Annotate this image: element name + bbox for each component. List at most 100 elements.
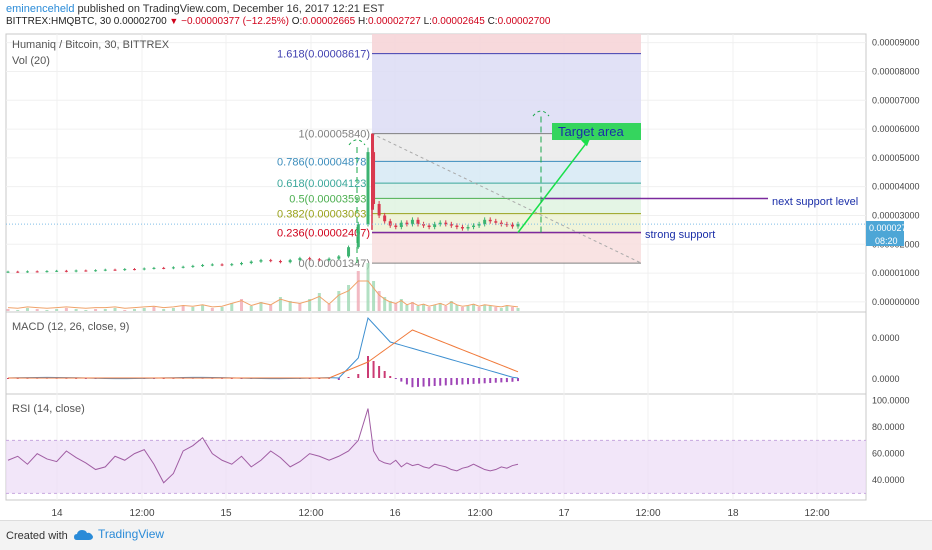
next-support-label: next support level bbox=[772, 196, 858, 208]
y-tick-label: 0.00008000 bbox=[872, 66, 920, 76]
candle-body bbox=[516, 224, 520, 227]
macd-series bbox=[7, 316, 519, 388]
candle-body bbox=[405, 222, 409, 225]
annotations[interactable] bbox=[6, 110, 866, 264]
created-with-text: Created with bbox=[6, 530, 68, 542]
macd-pane[interactable] bbox=[5, 311, 867, 395]
current-price-tag bbox=[866, 221, 904, 234]
volume-bar bbox=[152, 307, 156, 311]
volume-bar bbox=[488, 306, 492, 311]
candle-body bbox=[35, 271, 39, 273]
volume-bar bbox=[132, 309, 136, 311]
chart-canvas[interactable]: 1.618(0.00008617) 1(0.00005840) 0.786(0.00… bbox=[0, 28, 932, 520]
macd-histogram-bar bbox=[433, 378, 436, 386]
volume-bar bbox=[383, 297, 387, 311]
candle-body bbox=[288, 260, 292, 263]
candle-body bbox=[230, 264, 234, 266]
macd-histogram-bar bbox=[483, 378, 486, 384]
fib-band bbox=[372, 198, 641, 214]
macd-title: MACD (12, 26, close, 9) bbox=[12, 321, 129, 333]
volume-bar bbox=[494, 307, 498, 311]
candle-body bbox=[298, 258, 302, 261]
spike-body bbox=[371, 133, 374, 210]
price-axis[interactable]: 0.00009000 0.00008000 0.00007000 0.00006000… bbox=[872, 38, 920, 485]
down-arrow-icon: ▼ bbox=[169, 16, 179, 26]
macd-histogram-bar bbox=[405, 378, 408, 385]
volume-bar bbox=[240, 299, 244, 311]
x-tick-label: 14 bbox=[51, 508, 63, 519]
candle-body bbox=[466, 227, 470, 229]
volume-bar bbox=[449, 301, 453, 311]
candle-body bbox=[356, 224, 360, 248]
author-link[interactable]: eminenceheld bbox=[6, 3, 75, 15]
macd-tick-label: 0.0000 bbox=[872, 333, 900, 343]
volume-bar bbox=[505, 306, 509, 311]
candle-body bbox=[249, 261, 253, 264]
volume-bar bbox=[516, 308, 520, 311]
candle-body bbox=[269, 260, 273, 262]
x-tick-label: 16 bbox=[389, 508, 401, 519]
candle-body bbox=[444, 222, 448, 225]
high-label: H: bbox=[357, 16, 368, 27]
tradingview-cloud-icon bbox=[74, 529, 93, 540]
macd-histogram-bar bbox=[500, 378, 503, 383]
fibonacci-retracement[interactable]: 1.618(0.00008617) 1(0.00005840) 0.786(0.00… bbox=[277, 34, 642, 270]
candle-body bbox=[103, 269, 107, 271]
volume-bar bbox=[472, 304, 476, 311]
candle-body bbox=[438, 222, 442, 225]
main-pane-title: Humaniq / Bitcoin, 30, BITTREX bbox=[12, 39, 170, 51]
macd-histogram-bar bbox=[347, 377, 350, 378]
macd-histogram-bar bbox=[444, 378, 447, 386]
candle-body bbox=[210, 264, 214, 266]
volume-bar bbox=[444, 306, 448, 311]
rsi-tick-label: 40.0000 bbox=[872, 475, 905, 485]
macd-histogram-bar bbox=[439, 378, 442, 386]
candle-body bbox=[308, 258, 312, 260]
volume-bar bbox=[388, 301, 392, 311]
volume-bar bbox=[466, 306, 470, 311]
volume-bar bbox=[94, 309, 98, 311]
volume-bar bbox=[103, 309, 107, 311]
candle-body bbox=[94, 270, 98, 272]
volume-bar bbox=[510, 307, 514, 311]
published-text: published on TradingView.com, December 1… bbox=[74, 3, 385, 15]
macd-histogram-bar bbox=[489, 378, 492, 383]
candle-body bbox=[16, 271, 20, 273]
macd-histogram-bar bbox=[505, 378, 508, 383]
volume-bar bbox=[269, 305, 273, 311]
macd-histogram-bar bbox=[517, 378, 519, 382]
macd-histogram-bar bbox=[389, 376, 392, 378]
candle-body bbox=[162, 267, 166, 269]
volume-bar bbox=[64, 308, 68, 311]
symbol-line: BITTREX:HMQBTC, 30 0.00002700 ▼ −0.00000… bbox=[6, 16, 550, 27]
candle-body bbox=[240, 263, 244, 265]
volume-bar bbox=[220, 307, 224, 311]
macd-histogram-bar bbox=[417, 378, 419, 387]
symbol-label[interactable]: BITTREX:HMQBTC, 30 bbox=[6, 16, 112, 27]
x-tick-label: 18 bbox=[727, 508, 739, 519]
fib-trend-line bbox=[371, 133, 642, 264]
rsi-tick-label: 60.0000 bbox=[872, 449, 905, 459]
fib-band bbox=[372, 161, 641, 184]
macd-histogram-bar bbox=[472, 378, 475, 384]
fib-level-label: 0.236(0.00002407) bbox=[277, 228, 370, 240]
tradingview-brand[interactable]: TradingView bbox=[74, 527, 164, 541]
rsi-band bbox=[6, 440, 866, 494]
candle-body bbox=[505, 224, 509, 226]
fib-level-label: 1(0.00005840) bbox=[298, 129, 370, 141]
candle-body bbox=[84, 270, 88, 272]
target-area-box[interactable] bbox=[552, 123, 641, 140]
x-tick-label: 15 bbox=[220, 508, 232, 519]
volume-bar bbox=[45, 310, 49, 311]
volume-bar bbox=[123, 310, 127, 311]
fib-level-label: 0.618(0.00004123) bbox=[277, 178, 370, 190]
volume-bars bbox=[6, 263, 520, 311]
volume-bar bbox=[356, 271, 360, 311]
time-axis[interactable]: 14 12:00 15 12:00 16 12:00 17 12:00 18 12:00 bbox=[51, 508, 830, 519]
candle-body bbox=[113, 269, 117, 271]
volume-bar bbox=[460, 307, 464, 311]
volume-bar bbox=[337, 291, 341, 311]
candle-body bbox=[433, 224, 437, 228]
candle-body bbox=[366, 152, 370, 225]
macd-histogram-bar bbox=[372, 361, 375, 378]
